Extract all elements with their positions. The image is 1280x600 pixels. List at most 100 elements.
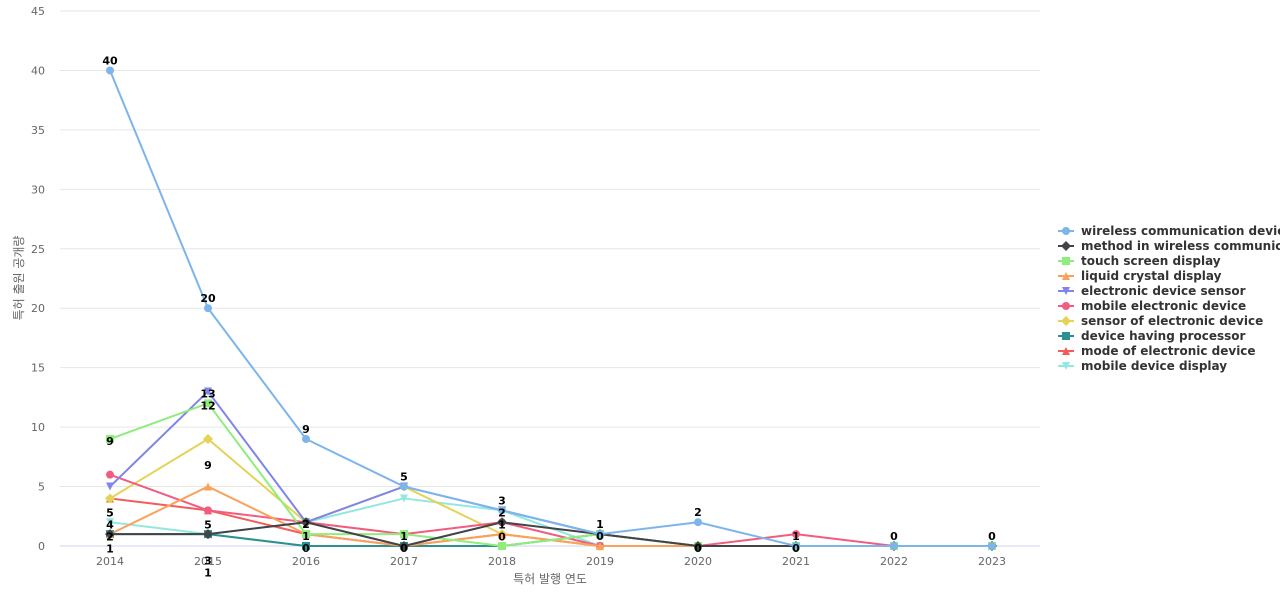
legend-label: wireless communication device [1081, 223, 1280, 238]
x-tick-label: 2020 [684, 555, 712, 568]
data-point [204, 304, 212, 313]
legend-marker [1062, 361, 1070, 370]
legend-symbol [1058, 315, 1074, 326]
data-label: 2 [302, 518, 310, 531]
data-label: 0 [890, 530, 898, 543]
data-label: 5 [106, 506, 114, 519]
legend-item[interactable]: mode of electronic device [1058, 343, 1280, 358]
legend-marker [1062, 271, 1070, 280]
legend-item[interactable]: electronic device sensor [1058, 283, 1280, 298]
legend-marker [1062, 346, 1070, 355]
x-tick-label: 2022 [880, 555, 908, 568]
y-tick-label: 45 [31, 5, 45, 18]
x-tick-label: 2015 [194, 555, 222, 568]
legend-label: device having processor [1081, 328, 1246, 343]
data-label: 2 [694, 506, 702, 519]
y-tick-label: 20 [31, 302, 45, 315]
legend-label: mobile electronic device [1081, 298, 1247, 313]
data-label: 2 [106, 530, 114, 543]
series-4 [106, 387, 996, 550]
legend-item[interactable]: mobile device display [1058, 358, 1280, 373]
data-label: 1 [498, 518, 506, 531]
legend-item[interactable]: device having processor [1058, 328, 1280, 343]
legend-marker [1062, 256, 1070, 265]
data-point [498, 506, 506, 515]
gridlines [60, 10, 1040, 547]
y-tick-label: 10 [31, 421, 45, 434]
legend-label: mode of electronic device [1081, 343, 1256, 358]
y-tick-label: 15 [31, 362, 45, 375]
data-label: 13 [200, 387, 215, 400]
data-label: 1 [792, 530, 800, 543]
y-tick-label: 30 [31, 183, 45, 196]
y-tick-label: 5 [38, 481, 45, 494]
data-label: 2 [498, 506, 506, 519]
y-axis-title: 특허 출원 공개량 [12, 236, 26, 321]
legend-symbol [1058, 301, 1074, 310]
data-point [792, 542, 800, 550]
data-label: 9 [204, 459, 212, 472]
legend-marker [1062, 301, 1070, 310]
x-tick-label: 2023 [978, 555, 1006, 568]
legend-symbol [1058, 346, 1074, 355]
data-point [302, 530, 310, 539]
data-point [204, 506, 212, 515]
data-point [105, 529, 115, 540]
data-point [693, 541, 703, 551]
legend-symbol [1058, 286, 1074, 295]
data-point [792, 530, 800, 539]
data-point [106, 518, 114, 527]
data-label: 1 [400, 530, 408, 543]
y-tick-label: 40 [31, 64, 45, 77]
data-point [106, 66, 114, 75]
data-label: 0 [694, 542, 702, 555]
data-point [106, 470, 114, 479]
legend-item[interactable]: method in wireless communic... [1058, 238, 1280, 253]
data-label: 0 [792, 542, 800, 555]
x-tick-label: 2018 [488, 555, 516, 568]
data-label: 1 [302, 530, 310, 543]
legend-item[interactable]: mobile electronic device [1058, 298, 1280, 313]
y-tick-label: 25 [31, 243, 45, 256]
legend-item[interactable]: touch screen display [1058, 253, 1280, 268]
data-label: 3 [498, 494, 506, 507]
legend-item[interactable]: wireless communication device [1058, 223, 1280, 238]
data-point [106, 435, 114, 443]
series-line [109, 485, 992, 547]
x-tick-label: 2019 [586, 555, 614, 568]
legend-item[interactable]: liquid crystal display [1058, 268, 1280, 283]
legend-label: sensor of electronic device [1081, 313, 1264, 328]
legend: wireless communication device method in w… [1058, 223, 1280, 373]
data-point [988, 542, 996, 550]
legend-marker [1061, 315, 1071, 326]
legend-marker [1062, 331, 1070, 340]
data-point [301, 517, 311, 528]
legend-marker [1062, 286, 1070, 295]
data-point [498, 530, 506, 539]
y-axis-tick-labels: 0 5 10 15 20 25 30 35 40 45 [31, 5, 45, 553]
data-point [105, 493, 115, 504]
legend-label: touch screen display [1081, 253, 1221, 268]
legend-symbol [1058, 240, 1074, 251]
data-label: 4 [106, 518, 114, 531]
x-axis-title: 특허 발행 연도 [513, 571, 587, 586]
legend-symbol [1058, 271, 1074, 280]
legend-item[interactable]: sensor of electronic device [1058, 313, 1280, 328]
data-point [400, 482, 408, 491]
series-0 [106, 66, 996, 550]
series-line [109, 473, 992, 547]
data-label: 0 [400, 542, 408, 555]
data-label: 1 [106, 542, 114, 555]
data-point [890, 542, 898, 550]
data-point [204, 399, 212, 408]
data-label: 40 [102, 54, 118, 67]
data-label: 9 [302, 423, 310, 436]
data-label: 0 [302, 542, 310, 555]
data-label: 0 [988, 530, 996, 543]
data-point [596, 530, 604, 539]
x-tick-label: 2016 [292, 555, 320, 568]
data-label: 9 [106, 435, 114, 448]
legend-label: liquid crystal display [1081, 268, 1222, 283]
data-point [203, 529, 213, 540]
